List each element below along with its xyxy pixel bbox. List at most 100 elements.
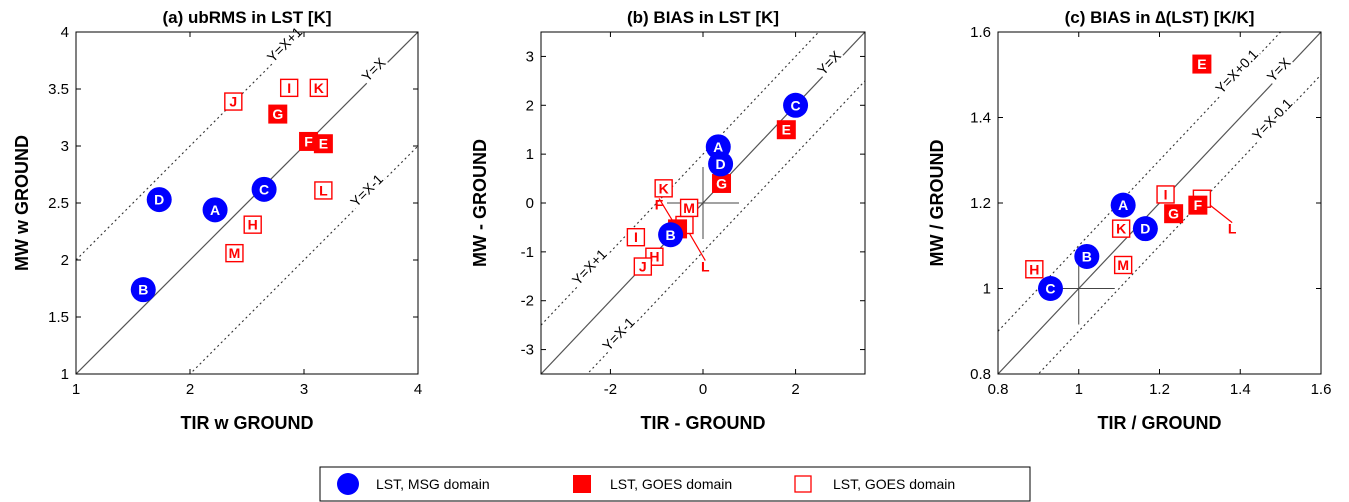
x-tick-label: -2 — [604, 381, 617, 398]
chart-panel-0: (a) ubRMS in LST [K] Y=X Y=X+1 Y=X-1 1 2 3 4 1 1.… — [12, 8, 422, 433]
data-point-f: F — [1188, 195, 1208, 215]
data-point-e: E — [1192, 54, 1212, 74]
point-label: G — [1168, 206, 1179, 222]
data-point-g: G — [712, 173, 732, 193]
data-point-f: F — [299, 131, 319, 151]
point-tag-label: F — [655, 196, 664, 212]
point-label: B — [1082, 248, 1092, 264]
y-axis-label: MW w GROUND — [12, 135, 32, 271]
point-marker — [658, 222, 684, 248]
point-label: F — [304, 133, 313, 149]
point-label: M — [683, 200, 695, 216]
line-label-bg — [598, 313, 639, 355]
y-tick-label: -2 — [521, 293, 534, 310]
point-label: B — [666, 227, 676, 243]
point-marker — [783, 92, 809, 118]
point-marker — [202, 197, 228, 223]
x-axis-label: TIR - GROUND — [641, 413, 766, 433]
data-point-h: H — [243, 215, 262, 234]
line-label-bg — [357, 53, 390, 86]
point-marker — [299, 131, 319, 151]
legend-label: LST, MSG domain — [376, 476, 490, 492]
reference-line — [1037, 74, 1321, 374]
x-tick-label: 2 — [186, 381, 194, 398]
y-axis-label: MW / GROUND — [927, 140, 947, 267]
point-label: K — [1116, 221, 1126, 237]
data-point-g: G — [268, 104, 288, 124]
data-point-b: B — [658, 222, 684, 248]
point-label: E — [1197, 56, 1206, 72]
point-label: L — [319, 182, 328, 198]
reference-line — [541, 32, 820, 326]
point-marker — [251, 176, 277, 202]
point-marker — [243, 215, 262, 234]
line-label: Y=X — [1264, 54, 1295, 85]
point-label: I — [287, 80, 291, 96]
point-label: A — [1118, 197, 1128, 213]
line-label: Y=X — [358, 54, 389, 85]
point-marker — [1110, 192, 1136, 218]
data-point-d: D — [146, 187, 172, 213]
line-label-bg — [1262, 53, 1295, 86]
legend-box — [319, 466, 1031, 502]
point-tag-label: L — [1228, 221, 1237, 237]
line-label-bg — [1211, 45, 1262, 98]
x-tick-label: 2 — [791, 381, 799, 398]
line-label: Y=X-1 — [599, 314, 638, 354]
y-tick-label: -3 — [521, 342, 534, 359]
point-label: D — [716, 156, 726, 172]
point-marker — [1111, 219, 1131, 238]
data-point-m: M — [1113, 255, 1133, 275]
reference-line — [76, 32, 418, 374]
x-tick-label: 0 — [699, 381, 707, 398]
point-label: K — [659, 180, 669, 196]
point-marker — [268, 104, 288, 124]
line-label: Y=X — [814, 47, 845, 78]
point-marker — [776, 120, 796, 140]
point-marker — [1164, 204, 1184, 224]
point-label: I — [1164, 186, 1168, 202]
point-tag-label: L — [701, 259, 710, 275]
reference-line — [189, 145, 418, 374]
point-marker — [1188, 195, 1208, 215]
point-marker — [130, 277, 156, 303]
reference-line — [76, 32, 305, 261]
point-label: D — [1140, 221, 1150, 237]
x-tick-label: 1.4 — [1230, 381, 1251, 398]
data-point-a: A — [1110, 192, 1136, 218]
point-marker — [654, 179, 673, 198]
point-marker — [712, 173, 732, 193]
reference-line — [998, 32, 1282, 332]
point-marker — [313, 134, 333, 154]
point-label: M — [229, 245, 241, 261]
data-point-e: E — [776, 120, 796, 140]
y-tick-label: -1 — [521, 244, 534, 261]
data-point-h: H — [1025, 260, 1044, 279]
chart-title: (c) BIAS in ∆(LST) [K/K] — [1065, 8, 1255, 27]
data-point-i: I — [1156, 185, 1175, 204]
y-tick-label: 0.8 — [970, 366, 991, 383]
data-point-b: B — [1074, 243, 1100, 269]
line-label: Y=X+0.1 — [1212, 46, 1261, 97]
reference-lines — [76, 32, 418, 374]
y-tick-label: 1.2 — [970, 195, 991, 212]
data-point-k: K — [309, 78, 329, 98]
x-tick-label: 1.6 — [1311, 381, 1332, 398]
y-tick-label: 3 — [526, 48, 534, 65]
point-label: B — [138, 282, 148, 298]
point-marker — [708, 151, 734, 177]
point-marker — [1156, 185, 1175, 204]
x-tick-label: 1 — [1075, 381, 1083, 398]
point-label: D — [154, 192, 164, 208]
y-tick-label: 3.5 — [48, 81, 69, 98]
x-axis-label: TIR / GROUND — [1098, 413, 1222, 433]
legend: LST, MSG domain LST, GOES domain LST, GOES… — [319, 466, 1031, 502]
data-point-a: A — [202, 197, 228, 223]
point-label: H — [649, 249, 659, 265]
point-marker — [224, 92, 243, 111]
point-label: G — [272, 106, 283, 122]
data-point-g: G — [1164, 204, 1184, 224]
x-axis-label: TIR w GROUND — [181, 413, 314, 433]
legend-label: LST, GOES domain — [610, 476, 732, 492]
